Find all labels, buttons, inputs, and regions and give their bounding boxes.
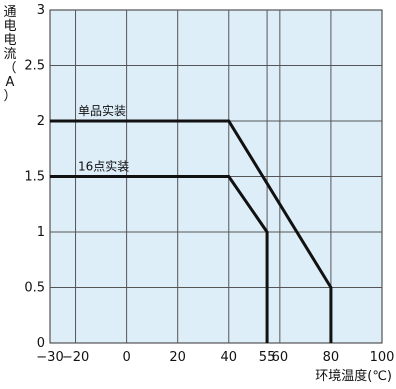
x-tick-label-7: 80: [323, 350, 340, 365]
x-tick-label-5: 55: [259, 350, 276, 365]
series-line-1: [50, 175, 269, 343]
series-label-0: 单品实装: [78, 103, 126, 118]
y-label-char-2: 电: [3, 33, 16, 48]
x-axis-label: 环境温度(℃): [315, 368, 392, 384]
y-label-char-1: 电: [3, 19, 16, 34]
y-label-char-3: 流: [3, 47, 16, 62]
x-tick-label-2: 0: [122, 350, 130, 365]
y-tick-label-2: 1: [37, 225, 45, 240]
x-tick-label-8: 100: [370, 350, 395, 365]
y-tick-label-4: 2: [37, 114, 45, 129]
y-tick-label-3: 1.5: [24, 170, 45, 185]
x-tick-label-6: 60: [272, 350, 289, 365]
series-label-1: 16点实装: [78, 159, 129, 174]
y-label-char-5: A: [6, 75, 15, 90]
y-label-char-6: ）: [3, 89, 16, 104]
x-tick-label-1: −20: [62, 350, 89, 365]
y-label-char-4: （: [3, 61, 16, 76]
x-tick-label-4: 40: [220, 350, 237, 365]
x-tick-label-3: 20: [169, 350, 186, 365]
y-tick-label-1: 0.5: [24, 281, 45, 296]
series-lines: 单品实装 16点实装: [50, 103, 333, 343]
y-label-char-0: 通: [3, 5, 16, 20]
y-tick-labels: 0 0.5 1 1.5 2 2.5 3: [24, 3, 45, 351]
series-line-0: [50, 119, 333, 343]
y-tick-label-0: 0: [37, 336, 45, 351]
y-tick-label-5: 2.5: [24, 59, 45, 74]
x-tick-label-0: −30: [36, 350, 63, 365]
y-tick-label-6: 3: [37, 3, 45, 18]
